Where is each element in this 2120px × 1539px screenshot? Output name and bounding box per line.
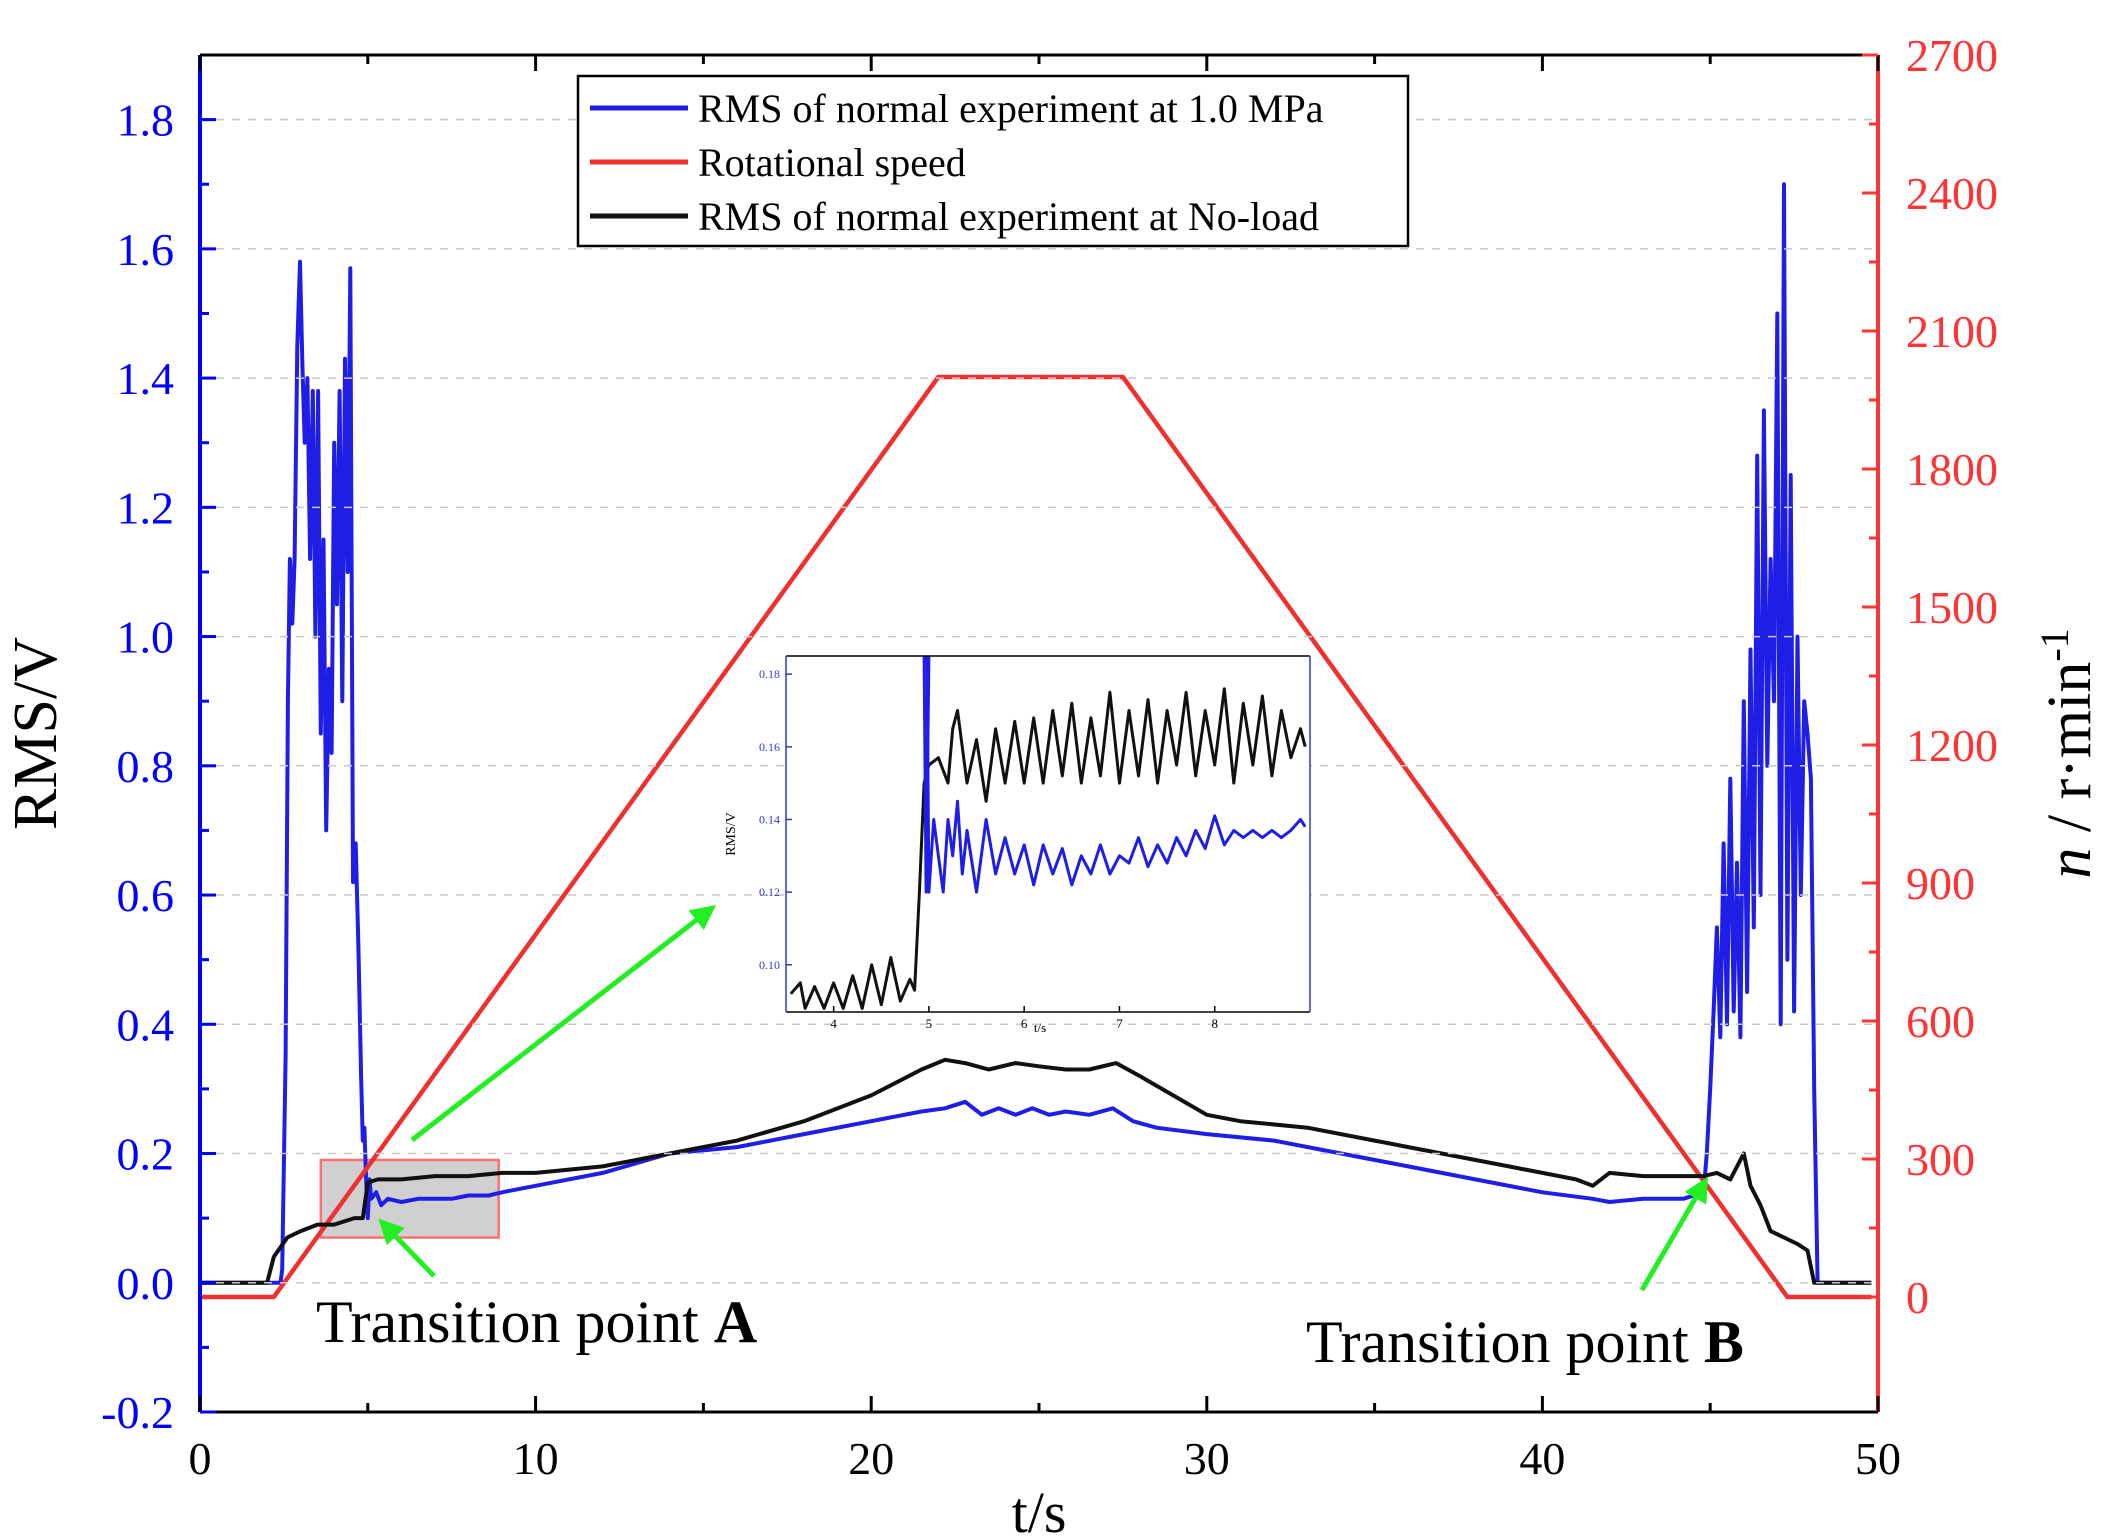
inset-y-axis-label: RMS/V [724, 812, 739, 856]
y-left-tick-label: 0.8 [117, 741, 175, 792]
y-left-tick-label: 1.4 [117, 353, 175, 404]
x-tick-label: 30 [1184, 1433, 1230, 1484]
inset-series-line-2 [922, 656, 931, 894]
legend: RMS of normal experiment at 1.0 MPa Rotat… [576, 74, 1410, 248]
inset-series-line-0 [789, 687, 1307, 1010]
inset-x-tick-label: 5 [926, 1016, 933, 1031]
y-left-tick-label: 0.6 [117, 870, 175, 921]
y-right-label-italic: n [2036, 848, 2104, 879]
y-left-tick-label: 1.6 [117, 224, 175, 275]
x-axis-label: t/s [1012, 1480, 1067, 1539]
y-right-tick-label: 300 [1906, 1134, 1975, 1185]
annotations: Transition point A Transition point B [316, 904, 1744, 1375]
series-line-1 [200, 374, 1872, 1300]
x-tick-label: 10 [513, 1433, 559, 1484]
inset-series-line-1 [925, 656, 1307, 894]
series-line-2 [200, 1057, 1872, 1285]
inset-y-tick-label: 0.14 [759, 812, 780, 826]
legend-label-0: RMS of normal experiment at 1.0 MPa [698, 86, 1324, 131]
series-layer [200, 182, 1872, 1300]
y-right-tick-label: 2700 [1906, 30, 1998, 81]
y-left-tick-label: 0.2 [117, 1129, 175, 1180]
inset-y-tick-label: 0.16 [759, 740, 780, 754]
y-right-label-text: / r·min [2036, 662, 2104, 848]
inset-y-tick-label: 0.10 [759, 958, 780, 972]
y-right-tick-label: 600 [1906, 996, 1975, 1047]
transition-b-arrow [1639, 1176, 1709, 1292]
y-left-tick-label: 1.8 [117, 95, 175, 146]
inset-y-tick-label: 0.12 [759, 885, 780, 899]
y-right-tick-label: 900 [1906, 858, 1975, 909]
inset-chart: 4 5 6 7 8 t/s 0.10 0.12 0.14 0.16 0.18 RMS/V [724, 655, 1311, 1035]
legend-box [576, 74, 1410, 248]
y-left-tick-label: 0.4 [117, 999, 175, 1050]
x-tick-label: 0 [189, 1433, 212, 1484]
series-line-0 [200, 182, 1872, 1285]
y-left-tick-label: 0.0 [117, 1258, 175, 1309]
transition-a-arrow [378, 1218, 436, 1278]
legend-label-1: Rotational speed [698, 140, 966, 185]
y-right-tick-label: 1200 [1906, 720, 1998, 771]
y-right-label-sup: -1 [2032, 628, 2077, 661]
inset-background [786, 656, 1310, 1012]
y-right-tick-label: 0 [1906, 1272, 1929, 1323]
inset-series [789, 656, 1307, 1010]
inset-y-tick-label: 0.18 [759, 667, 780, 681]
transition-point-a-label-bold: A [714, 1289, 757, 1355]
inset-x-axis-label: t/s [1034, 1020, 1046, 1035]
x-tick-label: 40 [1519, 1433, 1565, 1484]
y-left-axis-label: RMS/V [2, 637, 70, 830]
y-left-tick-label: 1.0 [117, 612, 175, 663]
inset-x-tick-label: 8 [1211, 1016, 1218, 1031]
transition-point-a-label-prefix: Transition point [316, 1289, 714, 1355]
inset-x-tick-label: 4 [830, 1016, 837, 1031]
inset-x-tick-label: 6 [1021, 1016, 1028, 1031]
y-right-axis-label: n / r·min-1 [2032, 628, 2105, 878]
x-tick-label: 20 [848, 1433, 894, 1484]
inset-x-tick-label: 7 [1116, 1016, 1123, 1031]
transition-point-b-label-prefix: Transition point [1306, 1309, 1704, 1375]
transition-point-b-label-bold: B [1704, 1309, 1744, 1375]
y-left-tick-label: -0.2 [101, 1387, 174, 1438]
zoom-to-inset-arrow [410, 904, 716, 1142]
transition-point-a-label: Transition point A [316, 1289, 757, 1355]
y-right-tick-label: 2100 [1906, 306, 1998, 357]
axes-layer: 0 10 20 30 40 50t/s-0.20.00.20.40.60.81.01.21… [2, 30, 2104, 1539]
transition-point-b-label: Transition point B [1306, 1309, 1744, 1375]
legend-label-2: RMS of normal experiment at No-load [698, 194, 1319, 239]
y-right-tick-label: 2400 [1906, 168, 1998, 219]
y-left-tick-label: 1.2 [117, 482, 175, 533]
y-right-tick-label: 1500 [1906, 582, 1998, 633]
y-right-tick-label: 1800 [1906, 444, 1998, 495]
x-tick-label: 50 [1855, 1433, 1901, 1484]
